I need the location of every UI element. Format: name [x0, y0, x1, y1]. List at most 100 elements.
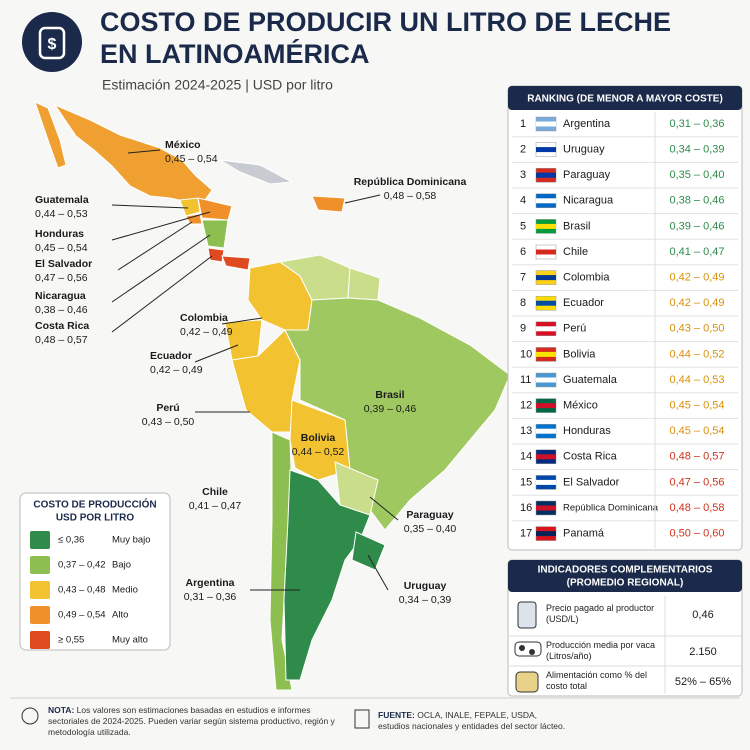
rank: 7	[520, 272, 526, 284]
ranking-range: 0,45 – 0,54	[669, 400, 724, 412]
ranking-country: República Dominicana	[563, 503, 659, 514]
ranking-country: Nicaragua	[563, 195, 614, 207]
ranking-country: Colombia	[563, 272, 610, 284]
flag	[536, 531, 556, 537]
ranking-country: Panamá	[563, 528, 605, 540]
ranking-country: Guatemala	[563, 374, 618, 386]
legend-label: Muy bajo	[112, 535, 151, 546]
legend-swatch	[30, 556, 50, 574]
map-range: 0,44 – 0,53	[35, 208, 88, 220]
map-range: 0,43 – 0,50	[142, 416, 195, 428]
ranking-country: Bolivia	[563, 348, 596, 360]
ranking-range: 0,34 – 0,39	[669, 144, 724, 156]
source-label: FUENTE:	[378, 710, 415, 720]
doc-icon	[354, 709, 370, 729]
rank: 15	[520, 476, 532, 488]
flag	[536, 147, 556, 153]
map-country: Guatemala	[35, 194, 89, 206]
flag	[536, 172, 556, 178]
note-label: NOTA:	[48, 705, 75, 715]
flag	[536, 249, 556, 255]
icon-symbol: $	[48, 36, 57, 53]
map-range: 0,34 – 0,39	[399, 594, 452, 606]
legend-range: ≤ 0,36	[58, 535, 84, 546]
rank: 3	[520, 169, 526, 181]
map-range: 0,42 – 0,49	[150, 364, 203, 376]
source-text: OCLA, INALE, FEPALE, USDA, estudios naci…	[378, 710, 566, 731]
legend-label: Alto	[112, 610, 128, 621]
rank: 9	[520, 323, 526, 335]
indicators-header	[508, 560, 742, 592]
map-country: Perú	[156, 402, 179, 414]
ranking-country: Honduras	[563, 425, 611, 437]
ranking-country: El Salvador	[563, 476, 620, 488]
legend-label: Bajo	[112, 560, 131, 571]
map-range: 0,45 – 0,54	[165, 153, 218, 165]
legend-range: 0,49 – 0,54	[58, 610, 106, 621]
rank: 2	[520, 144, 526, 156]
map-country: Costa Rica	[35, 320, 89, 332]
legend-range: 0,43 – 0,48	[58, 585, 106, 596]
indicators-title: INDICADORES COMPLEMENTARIOS	[538, 565, 713, 576]
ranking-range: 0,35 – 0,40	[669, 169, 724, 181]
ranking-range: 0,31 – 0,36	[669, 118, 724, 130]
rank: 12	[520, 400, 532, 412]
title: COSTO DE PRODUCIR UN LITRO DE LECHE	[100, 7, 671, 37]
map-country: Paraguay	[406, 509, 453, 521]
rank: 6	[520, 246, 526, 258]
ranking-country: Brasil	[563, 220, 591, 232]
legend-range: 0,37 – 0,42	[58, 560, 106, 571]
indicator-value: 2.150	[689, 646, 717, 658]
legend-range: ≥ 0,55	[58, 635, 84, 646]
legend-label: Medio	[112, 585, 138, 596]
map-country: República Dominicana	[354, 176, 467, 188]
map-country: Nicaragua	[35, 290, 86, 302]
title: EN LATINOAMÉRICA	[100, 38, 370, 69]
legend-swatch	[30, 531, 50, 549]
map-range: 0,42 – 0,49	[180, 326, 233, 338]
rank: 5	[520, 220, 526, 232]
indicator-label: Precio pagado al productor (USD/L)	[546, 603, 655, 624]
map-range: 0,45 – 0,54	[35, 242, 88, 254]
rank: 8	[520, 297, 526, 309]
map-range: 0,41 – 0,47	[189, 500, 242, 512]
legend-label: Muy alto	[112, 635, 148, 646]
note: NOTA: Los valores son estimaciones basad…	[48, 705, 338, 738]
map-country: El Salvador	[35, 258, 92, 270]
rank: 14	[520, 451, 532, 463]
indicator-value: 0,46	[692, 609, 713, 621]
legend-swatch	[30, 606, 50, 624]
flag	[536, 275, 556, 281]
flag	[536, 300, 556, 306]
indicator-label: Producción media por vaca (Litros/año)	[546, 640, 656, 661]
ranking-range: 0,44 – 0,52	[669, 348, 724, 360]
flag	[536, 454, 556, 460]
ranking-country: Costa Rica	[563, 451, 618, 463]
source: FUENTE: OCLA, INALE, FEPALE, USDA, estud…	[378, 710, 568, 732]
flag	[536, 479, 556, 485]
ranking-range: 0,44 – 0,53	[669, 374, 724, 386]
icon-bottle	[38, 26, 66, 60]
flag	[536, 403, 556, 409]
info-icon	[21, 707, 39, 725]
map-country: Brasil	[375, 389, 404, 401]
map-range: 0,38 – 0,46	[35, 304, 88, 316]
flag	[536, 326, 556, 332]
header-icon	[22, 12, 82, 72]
ranking-range: 0,48 – 0,58	[669, 502, 724, 514]
ranking-range: 0,47 – 0,56	[669, 476, 724, 488]
map-range: 0,39 – 0,46	[364, 403, 417, 415]
map-range: 0,44 – 0,52	[292, 446, 345, 458]
indicator-label: Alimentación como % del costo total	[546, 670, 648, 691]
ranking-country: Uruguay	[563, 144, 605, 156]
ranking-country: Paraguay	[563, 169, 611, 181]
rank: 11	[520, 374, 531, 386]
map-country: Bolivia	[301, 432, 336, 444]
ranking-range: 0,45 – 0,54	[669, 425, 724, 437]
rank: 16	[520, 502, 532, 514]
rank: 13	[520, 425, 532, 437]
leader-lines	[111, 149, 399, 591]
map-country: Argentina	[185, 577, 234, 589]
